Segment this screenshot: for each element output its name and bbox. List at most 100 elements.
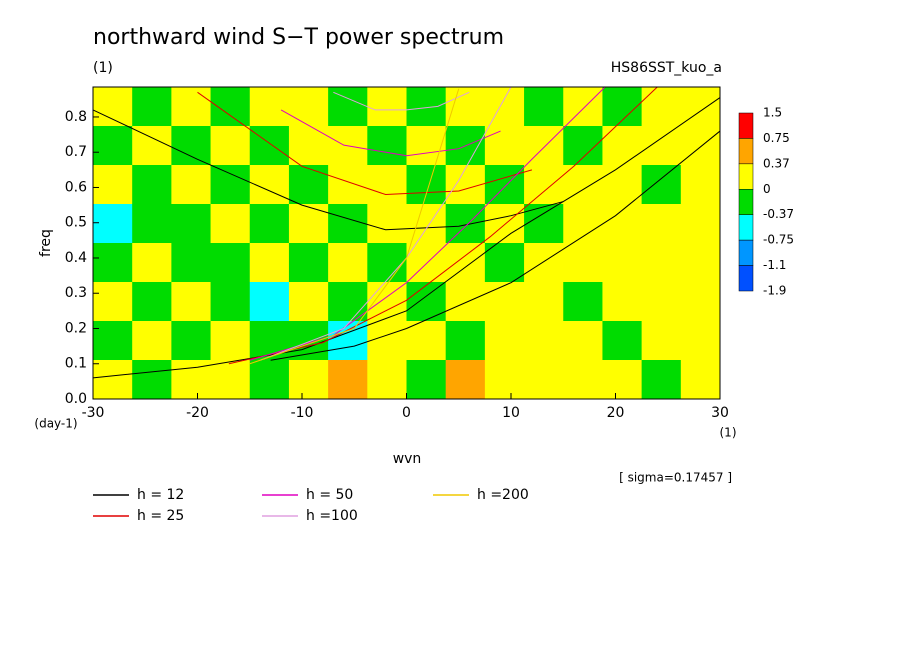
y-tick-label: 0.0	[65, 391, 87, 407]
field-cell	[641, 321, 682, 361]
field-cell	[367, 204, 407, 244]
field-cell	[93, 87, 133, 127]
y-tick-label: 0.5	[65, 215, 87, 231]
field-cell	[680, 282, 721, 322]
legend-label: h = 12	[137, 487, 184, 503]
field-cell	[484, 165, 525, 205]
field-cell	[484, 87, 525, 127]
field-cell	[680, 126, 721, 166]
field-cell	[406, 360, 447, 400]
field-cell	[406, 165, 447, 205]
x-tick-label: -30	[82, 405, 105, 421]
field-cell	[367, 87, 407, 127]
field-cell	[484, 243, 525, 283]
field-cell	[288, 360, 329, 400]
field-cell	[93, 282, 133, 322]
y-tick-label: 0.7	[65, 144, 87, 160]
field-cell	[641, 360, 682, 400]
field-cell	[93, 204, 133, 244]
x-tick-label: 10	[502, 405, 520, 421]
legend-label: h =100	[306, 508, 358, 524]
field-cell	[288, 126, 329, 166]
field-cell	[171, 165, 212, 205]
field-cell	[524, 243, 564, 283]
field-cell	[563, 126, 603, 166]
field-cell	[563, 321, 603, 361]
field-cell	[171, 243, 212, 283]
field-cell	[680, 165, 721, 205]
field-cell	[641, 282, 682, 322]
field-cell	[563, 360, 603, 400]
field-cell	[171, 126, 212, 166]
dispersion-curve	[249, 86, 606, 361]
dispersion-curve	[197, 91, 533, 196]
field-cell	[132, 126, 172, 166]
field-cell	[406, 282, 447, 322]
field-cell	[328, 204, 368, 244]
colorbar-label: 1.5	[763, 106, 782, 120]
x-tick-label: -10	[291, 405, 314, 421]
colorbar-box	[738, 112, 754, 139]
y-tick-label: 0.4	[65, 250, 87, 266]
field-cell	[93, 321, 133, 361]
field-cell	[249, 243, 290, 283]
field-cell	[132, 360, 172, 400]
x-tick-label: 30	[711, 405, 729, 421]
colorbar-box	[738, 138, 754, 165]
field-cell	[132, 282, 172, 322]
field-cell	[680, 321, 721, 361]
field-cell	[680, 243, 721, 283]
field-cell	[484, 321, 525, 361]
field-cell	[563, 282, 603, 322]
field-cell	[641, 165, 682, 205]
field	[93, 87, 721, 400]
field-cell	[288, 165, 329, 205]
field-cell	[328, 165, 368, 205]
field-cell	[93, 243, 133, 283]
field-cell	[563, 87, 603, 127]
field-cell	[93, 360, 133, 400]
y-axis-label: freq	[38, 229, 54, 257]
field-cell	[406, 321, 447, 361]
field-cell	[132, 204, 172, 244]
y-tick-label: 0.3	[65, 285, 87, 301]
field-cell	[484, 126, 525, 166]
field-cell	[445, 204, 486, 244]
field-cell	[328, 87, 368, 127]
field-cell	[210, 282, 251, 322]
x-axis-label: wvn	[393, 451, 422, 467]
note: [ sigma=0.17457 ]	[619, 471, 732, 485]
legend-label: h =200	[477, 487, 529, 503]
colorbar-box	[738, 214, 754, 241]
field-cell	[445, 243, 486, 283]
dispersion-curve	[270, 130, 721, 361]
field-cell	[171, 87, 212, 127]
colorbar-label: 0	[763, 182, 771, 196]
colorbar-label: -0.75	[763, 233, 794, 247]
field-cell	[171, 321, 212, 361]
y-tick-label: 0.6	[65, 179, 87, 195]
field-cell	[249, 126, 290, 166]
field-cell	[406, 126, 447, 166]
field-cell	[367, 321, 407, 361]
field-cell	[602, 243, 643, 283]
colorbar-label: -1.9	[763, 284, 786, 298]
field-cell	[563, 165, 603, 205]
field-cell	[210, 360, 251, 400]
field-cell	[328, 360, 368, 400]
colorbar-label: -1.1	[763, 258, 786, 272]
field-cell	[249, 204, 290, 244]
colorbar-box	[738, 239, 754, 266]
field-cell	[328, 243, 368, 283]
field-cell	[210, 204, 251, 244]
y-tick-label: 0.8	[65, 109, 87, 125]
field-cell	[524, 360, 564, 400]
field-cell	[524, 126, 564, 166]
field-cell	[288, 282, 329, 322]
dispersion-curve	[92, 97, 721, 379]
field-cell	[563, 204, 603, 244]
field-cell	[171, 204, 212, 244]
field-cell	[93, 126, 133, 166]
field-cell	[93, 165, 133, 205]
